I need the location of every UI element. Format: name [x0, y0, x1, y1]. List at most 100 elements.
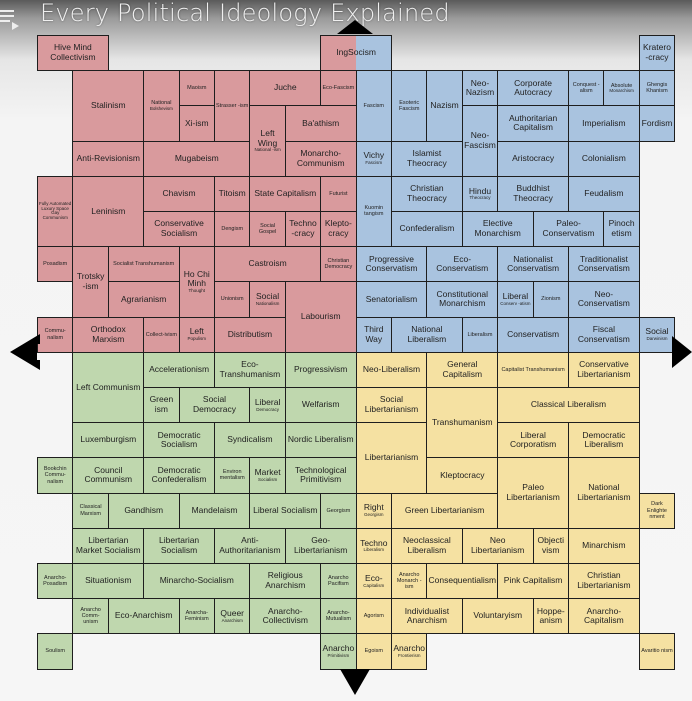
ideology-label: Strasser -ism [216, 102, 249, 109]
ideology-cell-progressivism: Progressivism [284, 351, 357, 388]
ideology-sublabel: Thought [188, 288, 206, 294]
ideology-cell-ho-chi-minh: Ho Chi Minh Thought [178, 246, 215, 318]
ideology-label: Minarchism [582, 540, 626, 550]
ideology-sublabel: Georgism [364, 512, 384, 518]
ideology-label: Individualist Anarchism [404, 605, 450, 626]
ideology-label: Dark Enlighte nment [647, 501, 667, 520]
ideology-label: Conservative Socialism [154, 218, 204, 239]
ideology-label: Eco-Anarchism [114, 610, 173, 621]
ideology-label: Posadism [43, 261, 68, 268]
ideology-cell-left-communism: Left Communism [72, 351, 145, 424]
ideology-label: Futurist [329, 190, 348, 197]
ideology-label: Ho Chi Minh [183, 268, 210, 289]
ideology-label: Third Way [364, 323, 384, 344]
ideology-cell-buddhist-theocracy: Buddhist Theocracy [497, 175, 569, 212]
ideology-cell-libertarian-socialism: Libertarian Socialism [143, 527, 215, 564]
ideology-label: Juche [273, 82, 297, 93]
ideology-cell-bookchin-commu-nalism: Bookchin Commu-nalism [37, 457, 74, 494]
ideology-label: Minarcho-Socialism [159, 575, 234, 586]
ideology-cell-paleo-libertarianism: Paleo Libertarianism [497, 457, 569, 529]
ideology-label: Classical Marxism [79, 504, 102, 517]
ideology-cell-pink-capitalism: Pink Capitalism [497, 563, 569, 600]
ideology-cell-feudalism: Feudalism [568, 175, 640, 212]
ideology-cell-colonialism: Colonialism [568, 140, 640, 177]
ideology-cell-zionism: Zionism [532, 281, 569, 318]
ideology-label: Progressive Conservatism [365, 253, 418, 274]
ideology-cell-classical-marxism: Classical Marxism [72, 492, 109, 529]
ideology-label: Pink Capitalism [503, 575, 563, 586]
ideology-cell-socialist-transhumanism: Socialist Transhumanism [107, 246, 180, 283]
ideology-label: Xi-ism [184, 117, 209, 128]
ideology-cell-commu-nalism: Commu-nalism [37, 316, 74, 353]
ideology-cell-neo-liberalism: Neo-Liberalism [355, 351, 428, 388]
ideology-cell-general-capitalism: General Capitalism [426, 351, 499, 388]
ideology-cell-labourism: Labourism [284, 281, 357, 353]
ideology-label: Conservatism [507, 328, 560, 339]
ideology-label: Libertarian Market Socialism [75, 535, 141, 555]
ideology-label: Social Libertarianism [364, 394, 419, 415]
ideology-sublabel: Populism [187, 336, 207, 342]
ideology-label: Avaritio nism [641, 648, 673, 655]
ideology-label: Left [189, 326, 204, 337]
ideology-cell-democratic-liberalism: Democratic Liberalism [568, 422, 640, 459]
ideology-label: Anarcho Pacifism [327, 574, 349, 588]
ideology-cell-luxemburgism: Luxemburgism [72, 422, 145, 459]
ideology-label: Kleptocracy [440, 469, 485, 480]
ideology-label: Anarcho Comm-unism [80, 606, 101, 626]
ideology-cell-kleptocracy: Kleptocracy [426, 457, 499, 494]
ideology-cell-objecti-vism: Objecti vism [532, 527, 569, 564]
ideology-label: Libertarian Socialism [159, 535, 200, 555]
ideology-label: Anarcho-Mutualism [325, 609, 351, 623]
ideology-cell-fascism: Fascism [355, 70, 392, 142]
ideology-label: Zionism [541, 296, 561, 303]
ideology-label: Anarcho [322, 643, 355, 654]
ideology-sublabel: Socialism [257, 476, 278, 482]
ideology-cell-religious-anarchism: Religious Anarchism [249, 563, 322, 600]
ideology-cell-left: Left Populism [178, 316, 215, 353]
ideology-cell-progressive-conservatism: Progressive Conservatism [355, 246, 428, 283]
ideology-label: Queer [220, 607, 244, 618]
ideology-label: Imperialism [582, 117, 626, 128]
ideology-label: Labourism [300, 311, 341, 322]
ideology-label: Soulism [45, 648, 65, 655]
ideology-cell-juche: Juche [249, 70, 322, 107]
ideology-cell-council-communism: Council Communism [72, 457, 145, 494]
ideology-label: Council Communism [84, 464, 133, 485]
ideology-label: Stalinism [91, 100, 126, 110]
ideology-label: Capitalist Transhumanism [501, 366, 565, 373]
ideology-cell-strasser-ism: Strasser -ism [214, 70, 251, 142]
ideology-cell-nationalist-conservatism: Nationalist Conservatism [497, 246, 569, 283]
ideology-cell-unionism: Unionism [214, 281, 251, 318]
ideology-cell-islamist-theocracy: Islamist Theocracy [391, 140, 463, 177]
ideology-label: Liberal [502, 291, 529, 302]
ideology-label: Titoism [218, 188, 246, 198]
ideology-cell-soulism: Soulism [37, 633, 74, 670]
ideology-cell-mugabeism: Mugabeism [143, 140, 251, 177]
ideology-cell-anti-revisionism: Anti-Revisionism [72, 140, 145, 177]
ideology-label: Technological Primitivism [294, 464, 347, 485]
ideology-label: Traditionalist Conservatism [577, 253, 630, 274]
ideology-cell-conservative-libertarianism: Conservative Libertarianism [568, 351, 640, 388]
ideology-cell-social-democracy: Social Democracy [178, 387, 251, 424]
ideology-cell-ba-athism: Ba'athism [284, 105, 357, 142]
ideology-label: Transhumanism [431, 416, 493, 427]
ideology-label: National [151, 100, 172, 107]
ideology-label: Situationism [85, 575, 132, 586]
playlist-icon[interactable] [0, 8, 20, 30]
ideology-cell-gandhism: Gandhism [107, 492, 180, 529]
ideology-cell-constitutional-monarchism: Constitutional Monarchism [426, 281, 499, 318]
video-title: Every Political Ideology Explained [40, 0, 450, 27]
ideology-label: Corporate Autocracy [514, 77, 552, 98]
ideology-cell-anarcho-pacifism: Anarcho Pacifism [320, 563, 357, 600]
ideology-label: Green ism [149, 394, 174, 415]
ideology-label: Monarcho-Communism [296, 147, 345, 168]
ideology-label: Chavism [162, 188, 196, 198]
ideology-cell-social-libertarianism: Social Libertarianism [355, 387, 428, 424]
ideology-cell-confederalism: Confederalism [391, 211, 463, 248]
ideology-cell-avaritio-nism: Avaritio nism [638, 633, 676, 670]
ideology-label: Hindu [468, 185, 492, 196]
ideology-sublabel: Bolshevism [149, 105, 173, 111]
ideology-label: Neo-Liberalism [362, 364, 421, 374]
ideology-cell-nordic-liberalism: Nordic Liberalism [284, 422, 357, 459]
ideology-label: Unionism [220, 296, 244, 303]
